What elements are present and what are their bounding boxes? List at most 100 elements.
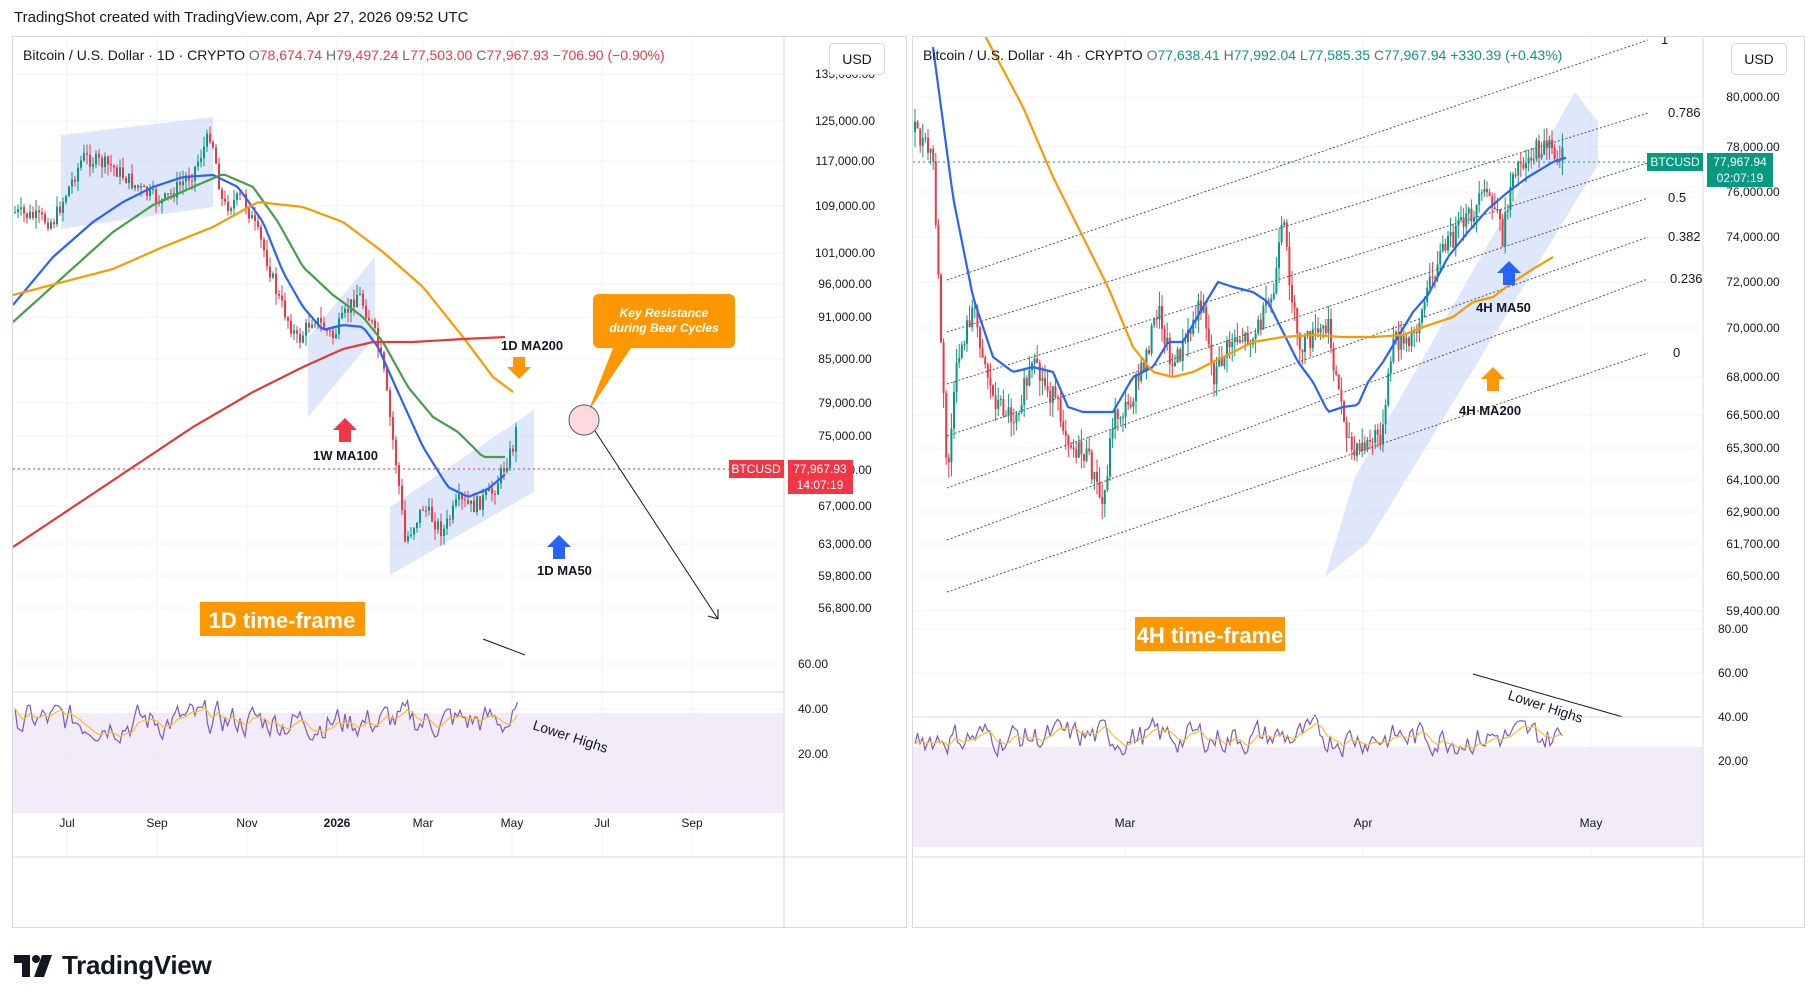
candle-4h-223 <box>1493 193 1496 210</box>
candle-4h-214 <box>1470 199 1473 230</box>
candle-1d-111 <box>347 298 349 323</box>
candle-4h-99 <box>1171 353 1174 378</box>
price-tag-countdown-1d: 14:07:19 <box>797 478 844 492</box>
currency-button-4h[interactable]: USD <box>1731 43 1787 75</box>
candle-1d-134 <box>416 522 418 533</box>
candle-4h-57 <box>1062 410 1065 435</box>
candle-4h-189 <box>1405 333 1408 352</box>
candle-4h-217 <box>1478 180 1481 213</box>
candle-4h-42 <box>1023 369 1026 417</box>
candle-4h-166 <box>1345 416 1348 453</box>
candle-4h-22 <box>971 299 974 332</box>
candle-1d-154 <box>476 494 478 516</box>
candle-1d-72 <box>230 206 232 215</box>
candle-4h-159 <box>1327 305 1330 344</box>
candle-1d-13 <box>53 218 55 229</box>
candle-4h-93 <box>1155 309 1158 328</box>
candle-4h-212 <box>1465 204 1468 237</box>
rsi-trendline-1d <box>482 638 526 656</box>
candle-4h-18 <box>960 341 963 360</box>
candle-1d-14 <box>56 196 58 227</box>
candle-1d-79 <box>251 210 253 219</box>
candle-4h-0 <box>914 108 916 148</box>
candle-1d-93 <box>293 324 295 340</box>
price-tick-4h-10: 62,900.00 <box>1726 505 1780 519</box>
candle-4h-52 <box>1049 381 1052 416</box>
rsi-trendline-4h <box>1472 673 1624 718</box>
ohlc-open-4h: 77,638.41 <box>1157 47 1220 63</box>
candle-1d-81 <box>257 215 259 231</box>
price-tick-4h-13: 59,400.00 <box>1726 604 1780 618</box>
line-4h-ma50 <box>931 46 1567 414</box>
candle-4h-154 <box>1314 314 1317 341</box>
price-tick-4h-4: 72,000.00 <box>1726 275 1780 289</box>
candle-4h-132 <box>1257 315 1260 336</box>
candle-1d-39 <box>131 164 133 190</box>
candle-1d-64 <box>206 129 208 152</box>
candle-4h-112 <box>1205 300 1208 341</box>
candle-4h-187 <box>1400 320 1403 360</box>
candle-1d-109 <box>341 305 343 320</box>
candle-1d-33 <box>113 164 115 177</box>
candle-1d-44 <box>146 185 148 201</box>
candles-1d <box>14 126 517 546</box>
candle-1d-116 <box>362 289 364 310</box>
candle-1d-92 <box>290 314 292 338</box>
candle-4h-49 <box>1041 367 1044 395</box>
candle-4h-40 <box>1018 412 1020 422</box>
fib-line-0 <box>946 352 1649 593</box>
candle-4h-146 <box>1293 294 1296 321</box>
candle-4h-72 <box>1101 483 1104 520</box>
candle-1d-62 <box>200 149 202 168</box>
candle-1d-153 <box>473 493 475 513</box>
candle-4h-124 <box>1236 322 1239 346</box>
candle-1d-125 <box>389 386 391 427</box>
timeframe-badge-4h: 4H time-frame <box>1135 617 1285 651</box>
candle-4h-213 <box>1467 206 1470 225</box>
chart-panel-4h[interactable]: 80,000.00 78,000.00 76,000.00 74,000.00 72,0… <box>912 36 1805 928</box>
candle-1d-84 <box>266 239 268 271</box>
symbol-title-1d: Bitcoin / U.S. Dollar · 1D · CRYPTO <box>23 47 245 63</box>
candle-4h-10 <box>940 272 942 343</box>
candle-1d-21 <box>77 162 79 192</box>
candle-4h-1 <box>916 119 919 129</box>
line-1w-ma100 <box>13 335 506 548</box>
chart-canvas-1d[interactable]: 135,000.00125,000.00117,000.00109,000.00… <box>13 37 906 927</box>
candle-4h-205 <box>1447 230 1449 254</box>
candle-1d-138 <box>428 497 430 516</box>
candle-1d-119 <box>371 319 373 325</box>
candle-1d-17 <box>65 194 67 205</box>
moving-averages-1d <box>13 173 514 548</box>
candle-4h-105 <box>1187 317 1189 357</box>
fib-label-1: 1 <box>1661 37 1668 47</box>
candle-4h-84 <box>1132 397 1135 415</box>
candle-1d-156 <box>482 488 484 517</box>
candle-4h-236 <box>1527 149 1530 172</box>
label-1d-ma200: 1D MA200 <box>501 338 563 379</box>
candle-1d-128 <box>398 462 400 495</box>
candle-1d-165 <box>509 441 511 472</box>
candle-4h-44 <box>1028 356 1031 387</box>
currency-button-1d[interactable]: USD <box>829 43 885 75</box>
candle-4h-178 <box>1376 423 1379 448</box>
candle-4h-208 <box>1454 216 1457 257</box>
candle-4h-27 <box>984 355 987 369</box>
candle-1d-141 <box>437 518 439 534</box>
candle-4h-198 <box>1428 263 1431 290</box>
candle-4h-91 <box>1150 323 1153 357</box>
candle-4h-110 <box>1200 291 1202 321</box>
ohlc-high-1d: 79,497.24 <box>336 47 399 63</box>
candle-1d-27 <box>95 150 97 169</box>
candle-1d-38 <box>128 173 130 190</box>
candle-4h-221 <box>1488 188 1491 197</box>
rsi-1d <box>14 698 519 745</box>
tradingview-brand[interactable]: TradingView <box>14 950 212 981</box>
candle-1d-97 <box>305 318 307 346</box>
chart-canvas-4h[interactable]: 80,000.00 78,000.00 76,000.00 74,000.00 72,0… <box>913 37 1804 927</box>
chart-panel-1d[interactable]: 135,000.00125,000.00117,000.00109,000.00… <box>12 36 907 928</box>
ohlc-legend-1d: Bitcoin / U.S. Dollar · 1D · CRYPTO O78,… <box>23 47 665 63</box>
candle-4h-86 <box>1137 363 1140 390</box>
candle-4h-147 <box>1296 307 1299 346</box>
label-1d-ma50: 1D MA50 <box>537 535 592 578</box>
candle-4h-33 <box>999 395 1002 407</box>
